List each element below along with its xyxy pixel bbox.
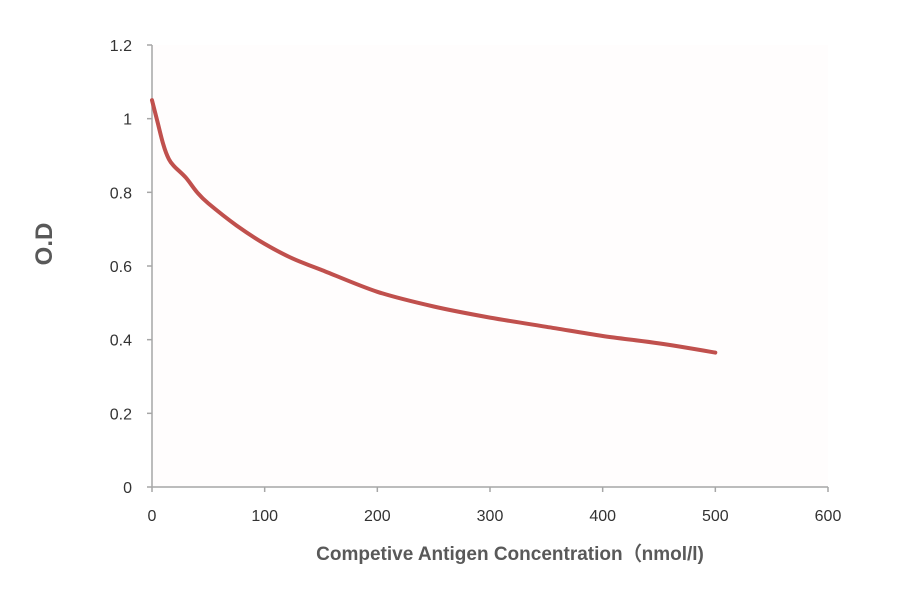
- series-layer: [150, 98, 718, 355]
- series-line: [150, 98, 718, 355]
- plot-area: [152, 45, 828, 487]
- x-tick-label: 600: [815, 508, 842, 525]
- y-tick-label: 0: [123, 480, 132, 497]
- x-tick-label: 300: [477, 508, 504, 525]
- y-tick-label: 0.8: [110, 185, 132, 202]
- x-tick-labels: 0 100 200 300 400 500 600: [148, 487, 842, 525]
- x-tick-label: 100: [251, 508, 278, 525]
- y-tick-label: 1: [123, 112, 132, 129]
- x-tick-label: 500: [702, 508, 729, 525]
- y-axis-title: O.D: [31, 223, 58, 266]
- y-tick-label: 0.2: [110, 406, 132, 423]
- x-tick-label: 0: [148, 508, 157, 525]
- y-tick-label: 0.4: [110, 333, 132, 350]
- x-tick-label: 400: [589, 508, 616, 525]
- y-tick-label: 1.2: [110, 38, 132, 55]
- x-axis-title: Competive Antigen Concentration（nmol/l): [316, 542, 704, 565]
- y-tick-label: 0.6: [110, 259, 132, 276]
- x-tick-label: 200: [364, 508, 391, 525]
- y-tick-labels: 0 0.2 0.4 0.6 0.8 1 1.2: [110, 38, 152, 497]
